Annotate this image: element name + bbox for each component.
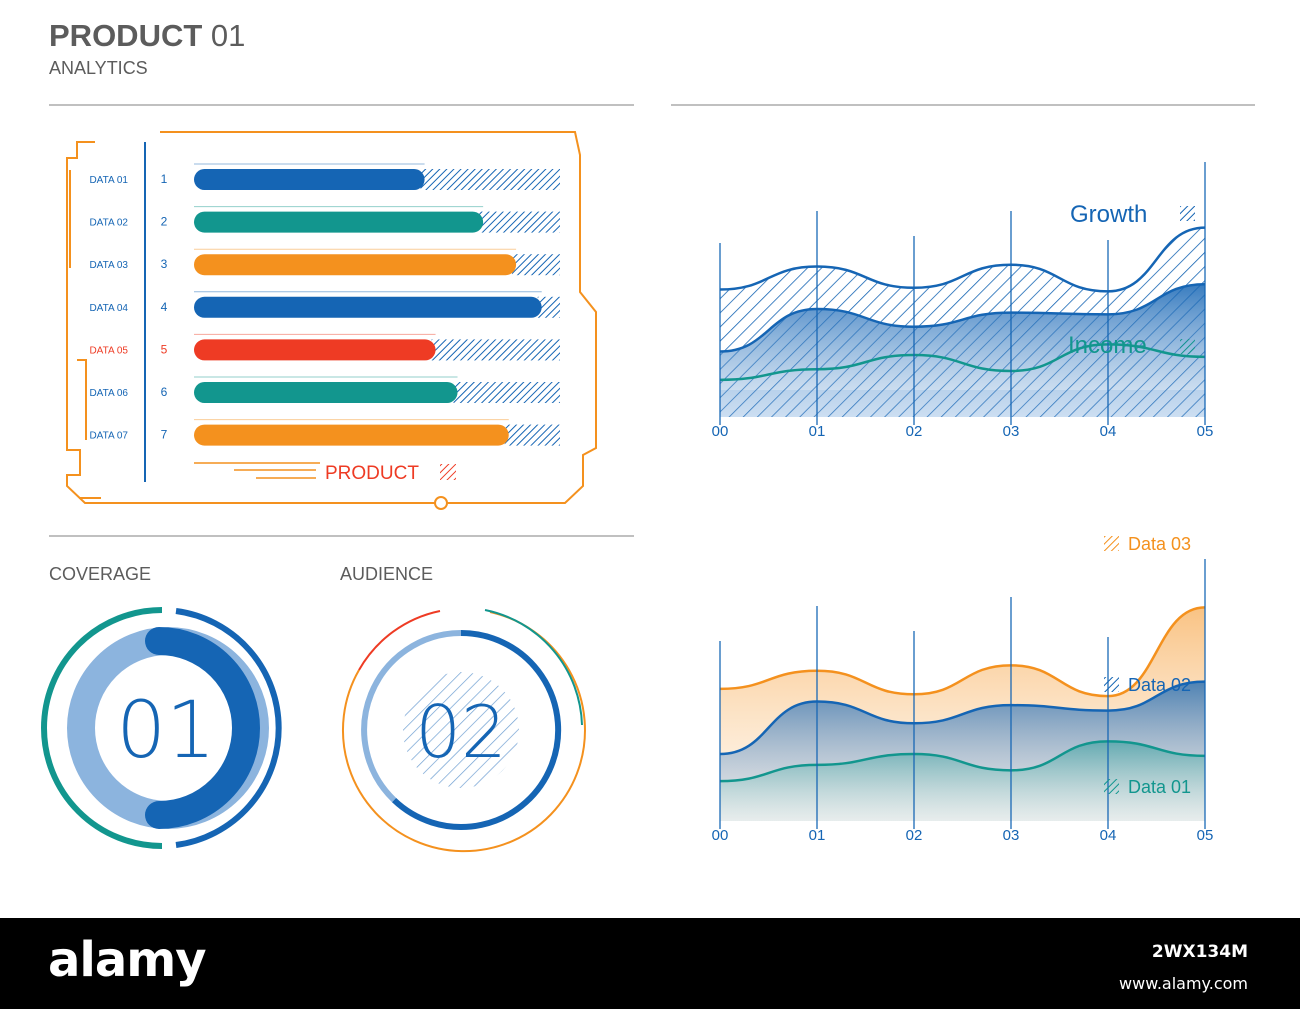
bar-index-label: 3 — [161, 257, 168, 271]
coverage-gauge: 01 — [41, 607, 282, 849]
series-line — [719, 343, 1206, 382]
x-tick-label: 03 — [1003, 827, 1020, 844]
bar — [194, 296, 542, 318]
series-line — [719, 606, 1206, 698]
bar-chart: DATA 01 1 DATA 02 2 DATA 03 3 DATA 04 4 DATA 05 5… — [89, 163, 560, 446]
series-legend-label: Data 01 — [1128, 777, 1191, 797]
bar-category-label: DATA 03 — [89, 260, 128, 271]
page-title-number: 01 — [211, 18, 245, 53]
series-line — [719, 680, 1206, 756]
page-title: PRODUCT 01 — [49, 18, 245, 53]
audience-gauge-outer-teal — [484, 609, 583, 726]
audience-gauge-fill — [391, 630, 562, 830]
x-tick-label: 00 — [712, 827, 729, 844]
audience-gauge-outer-orange — [341, 611, 586, 853]
coverage-gauge-fill — [145, 627, 260, 829]
bar-remainder-hatch — [537, 296, 560, 318]
footer-bar: alamy 2WX134M www.alamy.com — [0, 918, 1300, 1009]
bar — [194, 424, 509, 446]
coverage-gauge-outer-blue — [175, 608, 282, 848]
x-tick-label: 02 — [906, 423, 923, 440]
coverage-label: COVERAGE — [49, 564, 151, 584]
x-tick-label: 01 — [809, 827, 826, 844]
x-tick-label: 05 — [1197, 423, 1214, 440]
page-title-bold: PRODUCT — [49, 18, 202, 53]
audience-label: AUDIENCE — [340, 564, 433, 584]
page-subtitle: ANALYTICS — [49, 58, 148, 78]
footer-site: www.alamy.com — [1119, 974, 1248, 993]
bar-category-label: DATA 06 — [89, 388, 128, 399]
bar-index-label: 5 — [161, 342, 168, 356]
coverage-gauge-outer-teal — [41, 607, 163, 849]
series-legend-label: Growth — [1070, 201, 1147, 228]
footer-brand: alamy — [48, 932, 207, 988]
bar-index-label: 2 — [161, 215, 168, 229]
bar-index-label: 1 — [161, 172, 168, 186]
bar-legend: PRODUCT — [194, 462, 456, 484]
bar-remainder-hatch — [504, 424, 560, 446]
x-tick-label: 04 — [1100, 827, 1117, 844]
series-legend-swatch — [1104, 779, 1119, 794]
bar-remainder-hatch — [479, 211, 560, 233]
x-tick-label: 05 — [1197, 827, 1214, 844]
series-line — [719, 283, 1206, 353]
bar-index-label: 7 — [161, 428, 168, 442]
x-tick-label: 02 — [906, 827, 923, 844]
series-line — [719, 740, 1206, 783]
bar-index-label: 4 — [161, 300, 168, 314]
series-legend-swatch — [1104, 536, 1119, 551]
series-legend-label: Data 03 — [1128, 534, 1191, 554]
x-tick-label: 01 — [809, 423, 826, 440]
bar-panel-frame — [66, 131, 597, 510]
series-area — [720, 284, 1205, 417]
coverage-gauge-value: 01 — [116, 686, 215, 776]
bar-remainder-hatch — [512, 254, 560, 276]
bar-category-label: DATA 01 — [89, 175, 128, 186]
bar-remainder-hatch — [453, 382, 560, 403]
bar-remainder-hatch — [431, 339, 560, 361]
audience-gauge-value: 02 — [415, 690, 507, 774]
bar — [194, 339, 436, 361]
audience-gauge-outer-red — [358, 610, 441, 671]
series-legend-swatch — [1104, 677, 1119, 692]
frame-knob — [434, 496, 448, 510]
bar-category-label: DATA 05 — [89, 345, 128, 356]
bar — [194, 211, 484, 233]
bar-index-label: 6 — [161, 385, 168, 399]
series-legend-label: Income — [1068, 332, 1147, 359]
bar-category-label: DATA 02 — [89, 218, 128, 229]
bar — [194, 254, 517, 276]
x-tick-label: 04 — [1100, 423, 1117, 440]
audience-gauge-track — [361, 630, 462, 803]
bar — [194, 382, 458, 403]
growth-income-chart: 00 01 02 03 04 05 Growth Income — [712, 162, 1214, 440]
bar — [194, 169, 425, 190]
bar-category-label: DATA 07 — [89, 431, 128, 442]
audience-gauge-hatch — [403, 672, 519, 788]
x-tick-label: 03 — [1003, 423, 1020, 440]
data-series-chart: 00 01 02 03 04 05 Data 03 Data 02 Data 01 — [712, 534, 1214, 844]
series-legend-swatch — [1180, 339, 1195, 354]
bar-category-label: DATA 04 — [89, 303, 128, 314]
bar-legend-label: PRODUCT — [325, 463, 419, 484]
bar-legend-swatch — [440, 464, 456, 480]
frame-accent-left-lower — [77, 359, 87, 440]
series-legend-swatch — [1180, 206, 1195, 221]
bar-remainder-hatch — [420, 169, 560, 190]
series-area — [720, 741, 1205, 821]
series-line — [719, 226, 1206, 293]
footer-image-code: 2WX134M — [1151, 942, 1248, 962]
series-legend-label: Data 02 — [1128, 675, 1191, 695]
audience-gauge: 02 — [341, 609, 586, 853]
x-tick-label: 00 — [712, 423, 729, 440]
